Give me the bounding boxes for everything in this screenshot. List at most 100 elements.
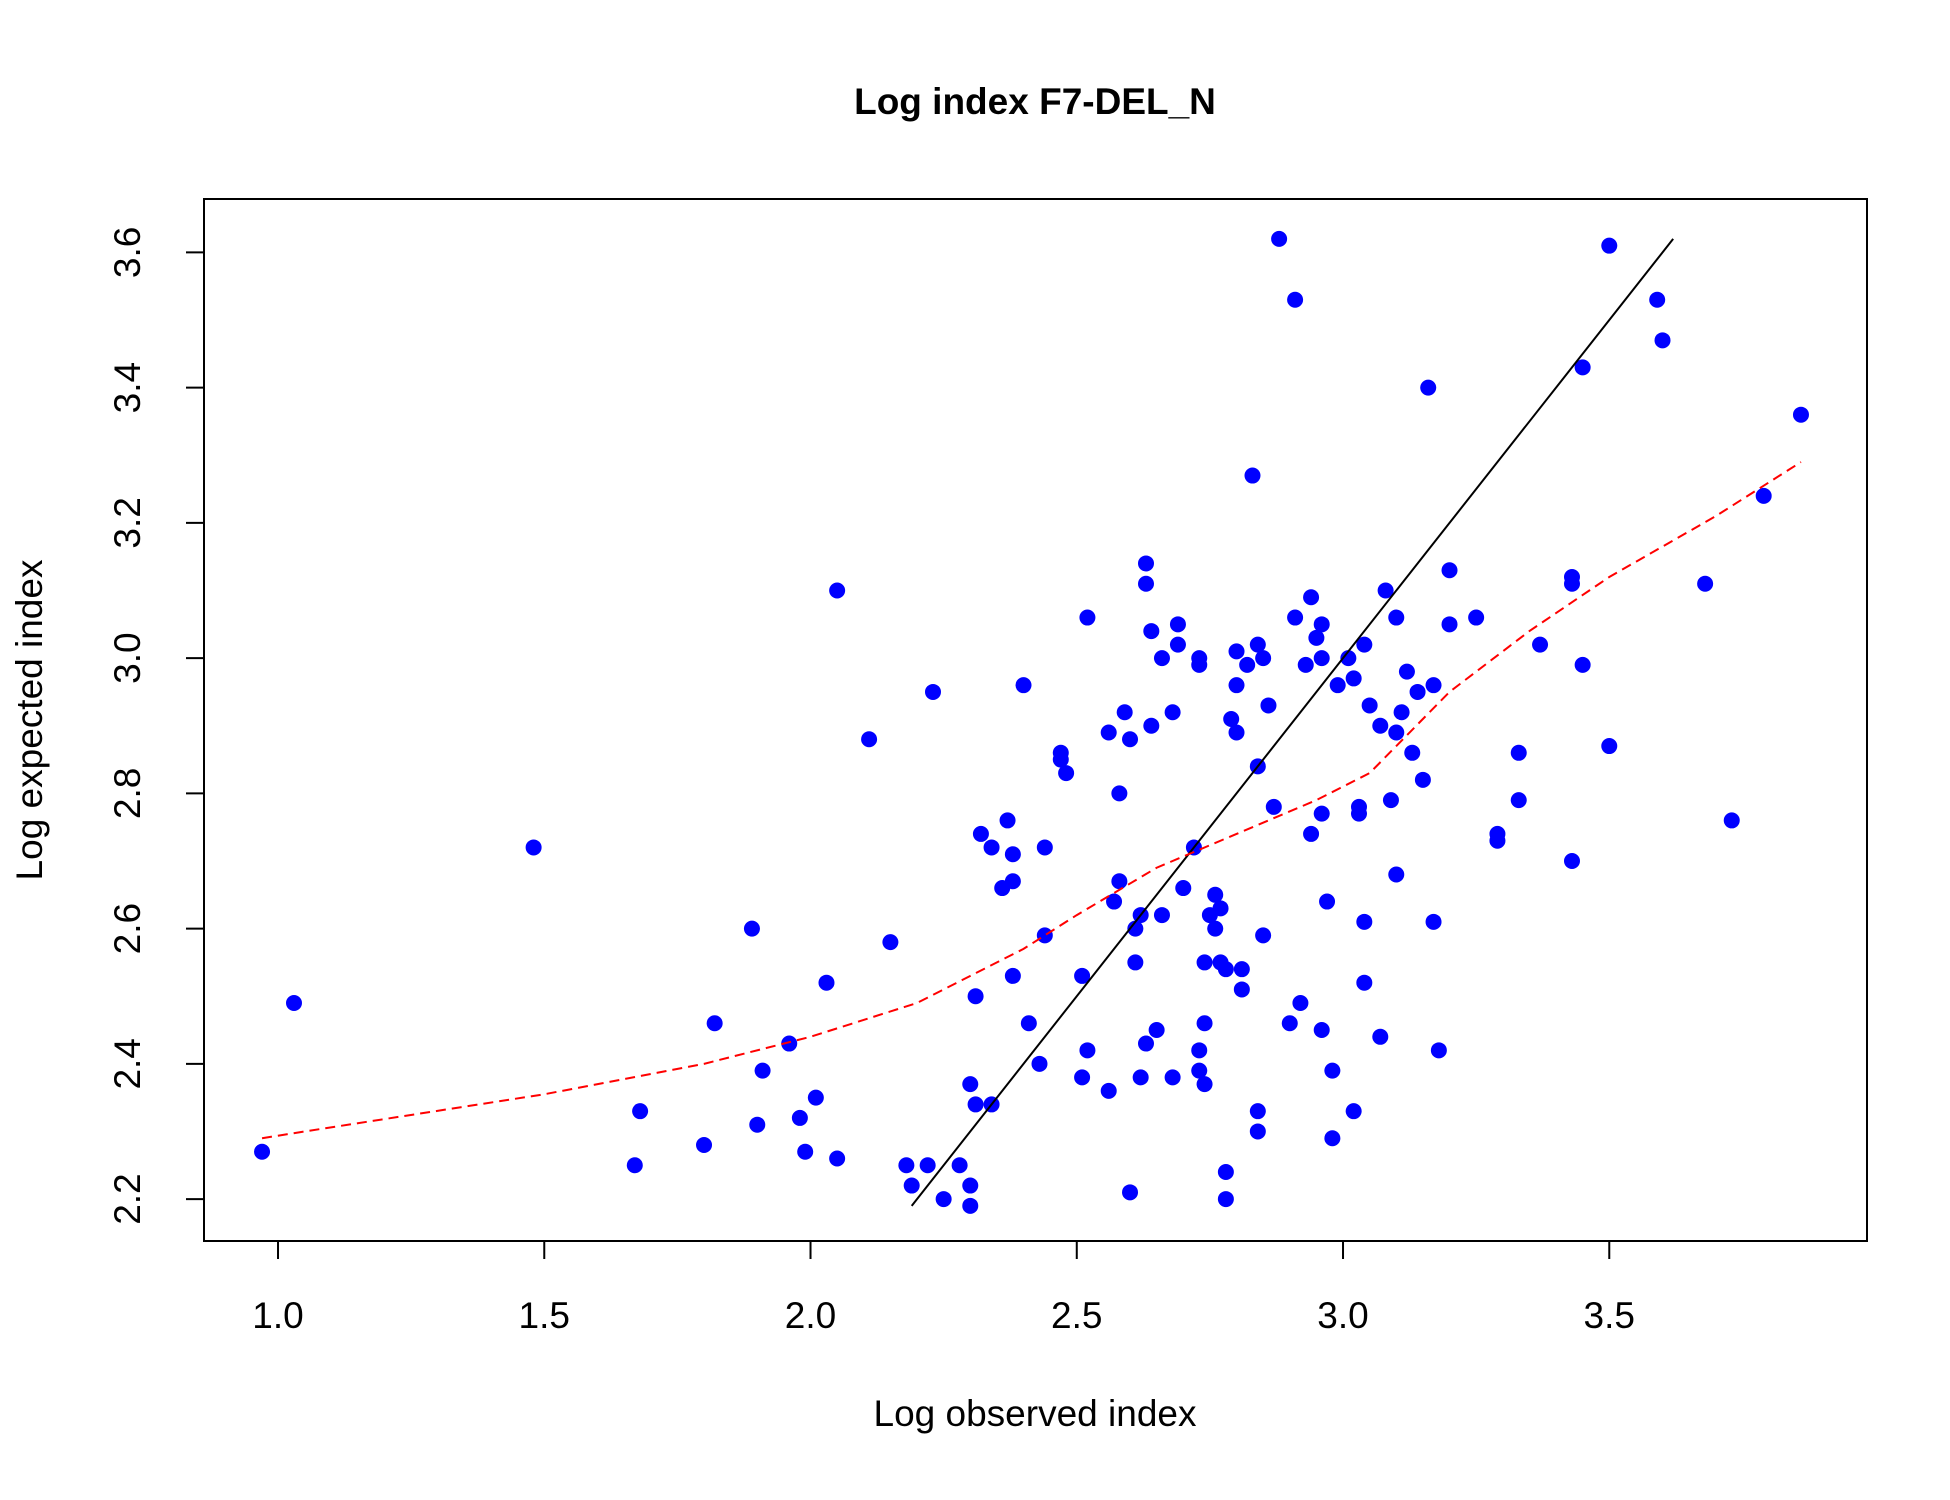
point bbox=[829, 582, 846, 599]
point bbox=[1755, 487, 1772, 504]
point bbox=[254, 1143, 271, 1160]
point bbox=[1020, 1015, 1037, 1032]
y-tick-label: 3.6 bbox=[107, 227, 148, 278]
point bbox=[1255, 650, 1272, 667]
point bbox=[1127, 954, 1144, 971]
point bbox=[1441, 616, 1458, 633]
point bbox=[1329, 677, 1346, 694]
point bbox=[1233, 981, 1250, 998]
x-tick-label: 2.5 bbox=[1051, 1295, 1102, 1336]
point bbox=[1175, 880, 1192, 897]
point bbox=[1340, 650, 1357, 667]
point bbox=[807, 1089, 824, 1106]
point bbox=[1574, 359, 1591, 376]
point bbox=[1196, 954, 1213, 971]
point bbox=[1191, 1062, 1208, 1079]
point bbox=[1143, 717, 1160, 734]
point bbox=[1271, 230, 1288, 247]
point bbox=[1404, 744, 1421, 761]
point bbox=[1361, 697, 1378, 714]
point bbox=[1036, 927, 1053, 944]
point bbox=[1223, 710, 1240, 727]
point bbox=[1313, 650, 1330, 667]
point bbox=[1425, 677, 1442, 694]
point bbox=[903, 1177, 920, 1194]
point bbox=[743, 920, 760, 937]
point bbox=[1196, 1015, 1213, 1032]
point bbox=[1303, 825, 1320, 842]
point bbox=[1004, 846, 1021, 863]
point bbox=[962, 1197, 979, 1214]
y-tick-label: 2.2 bbox=[107, 1173, 148, 1224]
point bbox=[1377, 582, 1394, 599]
point bbox=[1324, 1062, 1341, 1079]
x-tick-label: 1.0 bbox=[252, 1295, 303, 1336]
point bbox=[962, 1076, 979, 1093]
point bbox=[967, 1096, 984, 1113]
point bbox=[626, 1157, 643, 1174]
point bbox=[1052, 744, 1069, 761]
point bbox=[632, 1103, 649, 1120]
point bbox=[1169, 636, 1186, 653]
point bbox=[924, 683, 941, 700]
point bbox=[1004, 967, 1021, 984]
point bbox=[1287, 291, 1304, 308]
point bbox=[829, 1150, 846, 1167]
point bbox=[999, 812, 1016, 829]
point bbox=[1196, 1076, 1213, 1093]
point bbox=[1239, 656, 1256, 673]
point bbox=[1723, 812, 1740, 829]
point bbox=[1510, 792, 1527, 809]
point bbox=[1100, 724, 1117, 741]
point bbox=[1356, 636, 1373, 653]
point bbox=[1324, 1130, 1341, 1147]
point bbox=[962, 1177, 979, 1194]
point bbox=[1106, 893, 1123, 910]
point bbox=[1132, 1069, 1149, 1086]
point bbox=[1036, 839, 1053, 856]
point bbox=[972, 825, 989, 842]
point bbox=[1074, 1069, 1091, 1086]
point bbox=[1388, 609, 1405, 626]
point bbox=[1313, 616, 1330, 633]
point bbox=[1372, 717, 1389, 734]
point bbox=[1441, 562, 1458, 579]
point bbox=[781, 1035, 798, 1052]
point bbox=[1281, 1015, 1298, 1032]
point bbox=[797, 1143, 814, 1160]
point bbox=[1398, 663, 1415, 680]
point bbox=[1345, 670, 1362, 687]
point bbox=[1313, 1022, 1330, 1039]
y-tick-label: 2.8 bbox=[107, 768, 148, 819]
point bbox=[1122, 731, 1139, 748]
point bbox=[1356, 974, 1373, 991]
point bbox=[1116, 704, 1133, 721]
point bbox=[1532, 636, 1549, 653]
point bbox=[1137, 1035, 1154, 1052]
y-axis-label: Log expected index bbox=[9, 559, 50, 880]
point bbox=[1191, 656, 1208, 673]
point bbox=[1212, 900, 1229, 917]
point bbox=[1697, 575, 1714, 592]
point bbox=[1468, 609, 1485, 626]
point bbox=[1127, 920, 1144, 937]
point bbox=[1249, 636, 1266, 653]
point bbox=[882, 934, 899, 951]
point bbox=[1292, 994, 1309, 1011]
point bbox=[1169, 616, 1186, 633]
point bbox=[1414, 771, 1431, 788]
y-tick-label: 3.2 bbox=[107, 497, 148, 548]
plot-frame bbox=[203, 198, 1868, 1242]
point bbox=[1207, 886, 1224, 903]
point bbox=[1430, 1042, 1447, 1059]
y-tick-label: 2.4 bbox=[107, 1038, 148, 1089]
point bbox=[1153, 650, 1170, 667]
point bbox=[1265, 798, 1282, 815]
point bbox=[1297, 656, 1314, 673]
point bbox=[1233, 961, 1250, 978]
point bbox=[1601, 738, 1618, 755]
point bbox=[1031, 1055, 1048, 1072]
y-tick-label: 3.0 bbox=[107, 632, 148, 683]
point bbox=[1574, 656, 1591, 673]
